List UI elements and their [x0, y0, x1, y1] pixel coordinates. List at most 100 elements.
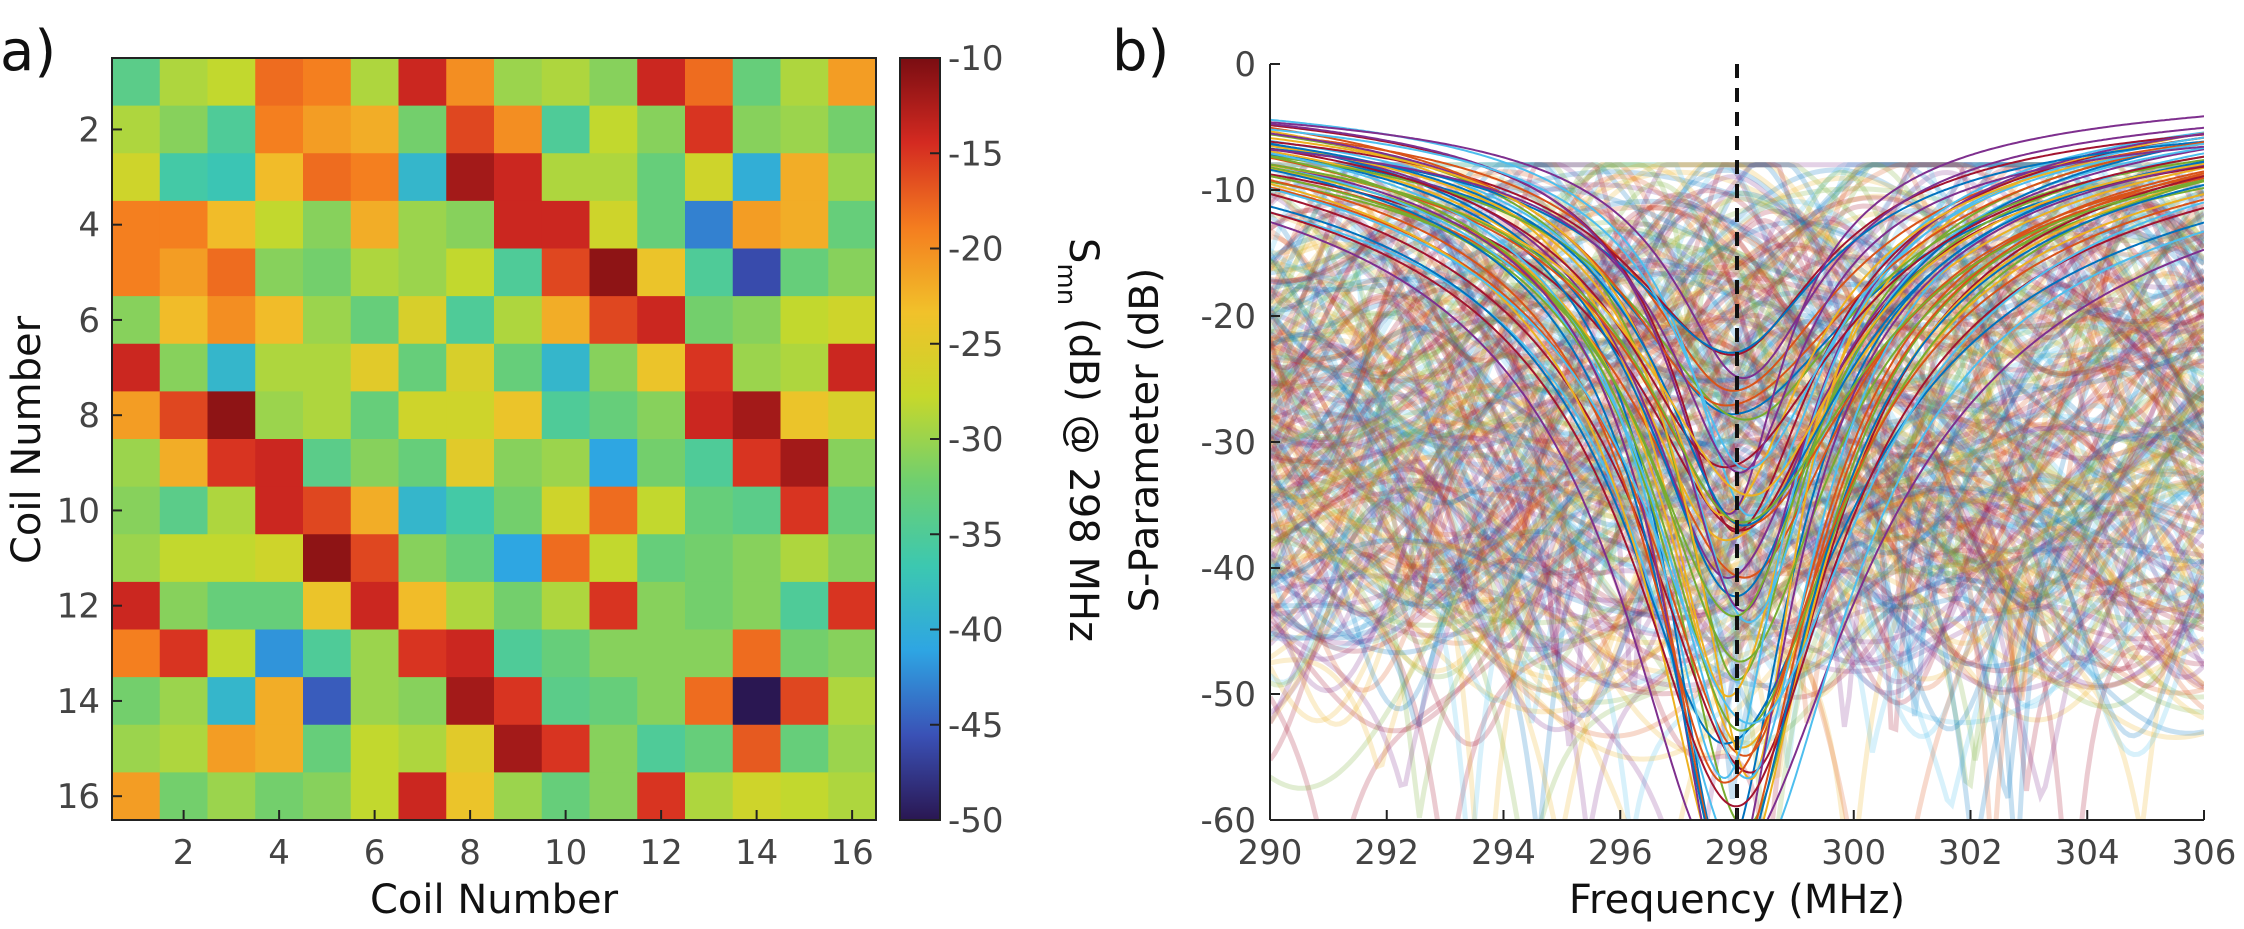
foreground-series-line: [1270, 155, 2204, 732]
heatmap-cell: [541, 296, 591, 345]
heatmap-cell: [446, 153, 495, 202]
heatmap-cell: [112, 343, 161, 392]
heatmap-cell: [159, 629, 209, 678]
heatmap-cell: [350, 248, 400, 297]
foreground-series-line: [1270, 220, 2204, 820]
heatmap-cell: [589, 629, 638, 678]
background-series-line: [1270, 175, 2204, 363]
heatmap-cell: [398, 58, 447, 107]
heatmap-cell: [207, 772, 256, 821]
heatmap-cell: [589, 153, 638, 202]
heatmap-cell: [589, 772, 638, 821]
heatmap-cell: [494, 629, 543, 678]
line-y-tick-label: -40: [1200, 549, 1256, 589]
heatmap-cell: [255, 58, 304, 107]
heatmap-cell: [159, 343, 209, 392]
heatmap-cell: [494, 296, 543, 345]
background-series-line: [1270, 451, 2204, 820]
colorbar-tick-label: -40: [948, 611, 1004, 651]
foreground-series-line: [1270, 136, 2204, 780]
line-x-tick-label: 302: [1938, 833, 2003, 873]
foreground-series-line: [1270, 179, 2204, 784]
heatmap-cell: [732, 677, 782, 726]
colorbar-tick-label: -20: [948, 230, 1004, 270]
background-series-line: [1270, 325, 2204, 576]
heatmap-cell: [303, 153, 352, 202]
heatmap-cell: [828, 486, 877, 535]
heatmap-cell: [828, 677, 877, 726]
heatmap-cell: [685, 629, 734, 678]
heatmap-cell: [541, 534, 591, 583]
foreground-series-line: [1270, 150, 2204, 542]
heatmap-y-tick-label: 14: [57, 682, 100, 722]
heatmap-cell: [350, 105, 400, 154]
heatmap-cell: [398, 248, 447, 297]
heatmap-cell: [207, 153, 256, 202]
heatmap-cell: [685, 58, 734, 107]
background-series-line: [1270, 425, 2204, 515]
heatmap-cell: [637, 153, 686, 202]
foreground-series-line: [1270, 163, 2204, 820]
heatmap-cell: [780, 105, 829, 154]
line-y-ticks: 0 -10 -20 -30 -40 -50 -60: [1200, 45, 1280, 841]
heatmap-cell: [303, 677, 352, 726]
heatmap-cell: [589, 724, 638, 773]
heatmap-x-ticks: 2 4 6 8 10 12 14 16: [173, 810, 874, 873]
background-series-line: [1270, 425, 2204, 694]
background-series-line: [1270, 260, 2204, 497]
background-series-line: [1270, 340, 2204, 792]
heatmap-x-label: Coil Number: [370, 877, 619, 923]
heatmap-y-tick-label: 4: [78, 206, 100, 246]
heatmap-cell: [207, 439, 256, 488]
heatmap-cell: [303, 343, 352, 392]
heatmap-cell: [446, 58, 495, 107]
background-series-line: [1270, 300, 2204, 561]
background-series-line: [1270, 432, 2204, 820]
heatmap-cell: [207, 391, 256, 440]
heatmap-x-tick-label: 14: [735, 833, 778, 873]
heatmap-cell: [732, 105, 782, 154]
heatmap-cell: [494, 534, 543, 583]
heatmap-cell: [780, 296, 829, 345]
background-series-line: [1270, 313, 2204, 691]
heatmap-cell: [398, 677, 447, 726]
foreground-series-line: [1270, 128, 2204, 471]
background-series-line: [1270, 542, 2204, 642]
background-series-line: [1270, 197, 2204, 282]
heatmap-cells: [112, 58, 877, 821]
line-y-tick-label: -20: [1200, 297, 1256, 337]
heatmap-cell: [541, 391, 591, 440]
heatmap-cell: [637, 343, 686, 392]
line-y-tick-label: -10: [1200, 171, 1256, 211]
heatmap-cell: [780, 677, 829, 726]
background-series-line: [1270, 189, 2204, 612]
heatmap-cell: [589, 439, 638, 488]
background-series-line: [1270, 485, 2204, 617]
background-series-line: [1270, 434, 2204, 579]
heatmap-cell: [541, 248, 591, 297]
heatmap-y-tick-label: 10: [57, 491, 100, 531]
background-series-line: [1270, 559, 2204, 820]
heatmap-cell: [637, 439, 686, 488]
heatmap-cell: [494, 724, 543, 773]
heatmap-cell: [207, 677, 256, 726]
heatmap-y-label: Coil Number: [4, 315, 50, 564]
colorbar-label-sub: mn: [1051, 263, 1081, 305]
heatmap-cell: [494, 391, 543, 440]
background-series-line: [1270, 436, 2204, 661]
heatmap-cell: [732, 724, 782, 773]
colorbar-tick-label: -15: [948, 134, 1004, 174]
heatmap-cell: [685, 486, 734, 535]
heatmap-cell: [159, 58, 209, 107]
heatmap-cell: [828, 581, 877, 631]
heatmap-cell: [112, 724, 161, 773]
heatmap-y-tick-label: 12: [57, 587, 100, 627]
heatmap-cell: [589, 343, 638, 392]
background-series-line: [1270, 425, 2204, 727]
heatmap-cell: [207, 248, 256, 297]
heatmap-cell: [159, 724, 209, 773]
heatmap-cell: [207, 200, 256, 250]
background-series-line: [1270, 328, 2204, 494]
heatmap-cell: [159, 296, 209, 345]
heatmap-cell: [159, 153, 209, 202]
